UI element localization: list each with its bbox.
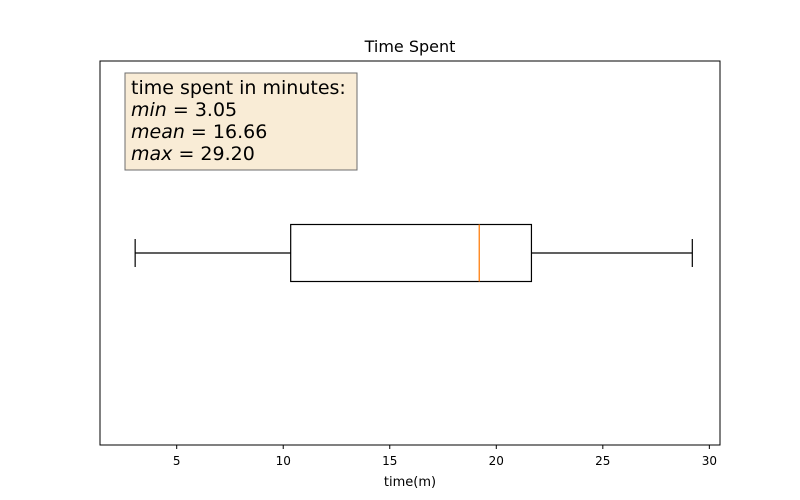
stats-annotation: time spent in minutes: min = 3.05 mean =… xyxy=(124,72,358,171)
stats-min-value: 3.05 xyxy=(195,99,237,121)
stats-mean-eq: = xyxy=(185,121,213,143)
x-axis-label: time(m) xyxy=(384,475,436,490)
stats-max-eq: = xyxy=(172,143,200,165)
stats-min-row: min = 3.05 xyxy=(131,99,237,121)
stats-heading: time spent in minutes: xyxy=(131,77,346,99)
stats-max-value: 29.20 xyxy=(200,143,254,165)
stats-max-var: max xyxy=(131,143,173,165)
stats-max-row: max = 29.20 xyxy=(131,143,255,165)
stats-mean-row: mean = 16.66 xyxy=(131,121,267,143)
x-tick-label: 25 xyxy=(595,454,610,468)
stats-mean-var: mean xyxy=(131,121,185,143)
stats-min-var: min xyxy=(131,99,167,121)
x-tick-label: 5 xyxy=(173,454,181,468)
x-tick-label: 15 xyxy=(382,454,397,468)
x-tick-label: 10 xyxy=(276,454,291,468)
x-tick-label: 30 xyxy=(702,454,717,468)
chart-title: Time Spent xyxy=(364,37,456,56)
stats-annotation-box xyxy=(124,72,358,171)
x-axis-ticks: 5 10 15 20 25 30 xyxy=(173,445,717,468)
x-tick-label: 20 xyxy=(489,454,504,468)
box-plot-group xyxy=(134,223,693,283)
stats-min-eq: = xyxy=(167,99,195,121)
stats-mean-value: 16.66 xyxy=(213,121,267,143)
interquartile-box xyxy=(290,223,533,283)
